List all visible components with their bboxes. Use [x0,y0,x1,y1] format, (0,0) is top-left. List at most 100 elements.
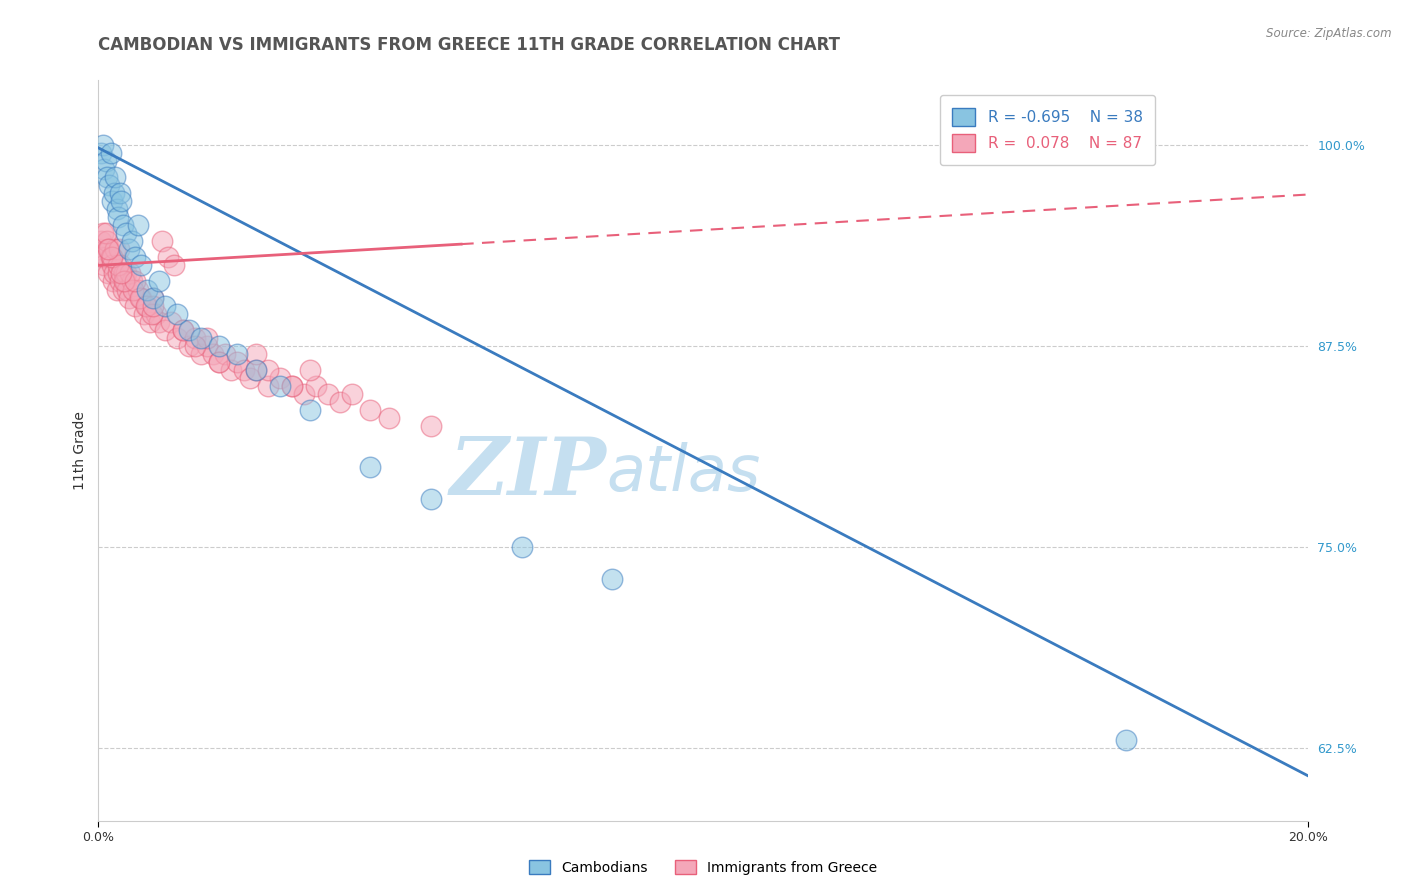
Point [112,275,135,289]
Point [118,267,141,281]
Point [103,186,125,200]
Point [602,572,624,586]
Point [132,307,155,321]
Point [139,315,162,329]
Point [105,202,128,216]
Point [100,250,122,264]
Point [299,363,322,377]
Point [100,194,122,208]
Point [145,307,167,321]
Point [93,258,115,272]
Point [135,299,157,313]
Point [179,339,201,353]
Point [420,491,443,506]
Point [377,411,399,425]
Point [108,275,131,289]
Point [127,218,149,232]
Point [117,283,139,297]
Point [208,339,231,353]
Point [142,299,165,313]
Text: atlas: atlas [606,442,761,504]
Legend: R = -0.695    N = 38, R =  0.078    N = 87: R = -0.695 N = 38, R = 0.078 N = 87 [941,95,1154,165]
Point [98,242,121,256]
Point [160,315,183,329]
Point [292,387,315,401]
Point [93,161,115,176]
Point [269,379,291,393]
Point [110,194,132,208]
Point [90,234,112,248]
Point [96,169,118,184]
Point [214,347,236,361]
Point [89,242,111,256]
Point [104,242,127,256]
Point [1115,733,1137,747]
Point [129,258,152,272]
Point [94,250,117,264]
Point [100,145,122,160]
Point [232,363,254,377]
Point [360,459,382,474]
Point [190,331,212,345]
Point [245,363,267,377]
Point [245,347,267,361]
Point [91,226,114,240]
Point [118,242,141,256]
Point [121,234,143,248]
Point [172,323,194,337]
Point [299,403,322,417]
Point [135,299,157,313]
Point [256,379,278,393]
Point [91,250,114,264]
Point [100,250,122,264]
Point [112,267,135,281]
Point [195,339,218,353]
Point [166,331,188,345]
Point [127,283,149,297]
Point [142,291,165,305]
Point [90,145,112,160]
Point [111,218,134,232]
Point [107,258,129,272]
Text: Source: ZipAtlas.com: Source: ZipAtlas.com [1267,27,1392,40]
Point [111,283,134,297]
Point [122,283,145,297]
Point [195,331,218,345]
Point [281,379,304,393]
Point [208,355,231,369]
Point [256,363,278,377]
Point [156,250,179,264]
Point [114,226,136,240]
Point [221,363,243,377]
Point [226,355,249,369]
Point [142,291,165,305]
Point [420,419,443,434]
Point [110,258,132,272]
Point [163,258,186,272]
Point [179,323,201,337]
Legend: Cambodians, Immigrants from Greece: Cambodians, Immigrants from Greece [523,855,883,880]
Point [135,283,157,297]
Point [118,291,141,305]
Point [97,242,120,256]
Point [208,355,231,369]
Point [107,267,129,281]
Point [166,307,188,321]
Point [96,234,118,248]
Point [172,323,194,337]
Point [360,403,382,417]
Point [305,379,328,393]
Point [114,275,136,289]
Point [153,323,176,337]
Point [141,307,163,321]
Point [281,379,304,393]
Point [148,275,170,289]
Point [110,267,132,281]
Point [108,186,131,200]
Point [148,315,170,329]
Point [239,371,262,385]
Point [108,242,131,256]
Point [202,347,225,361]
Point [316,387,339,401]
Point [104,169,127,184]
